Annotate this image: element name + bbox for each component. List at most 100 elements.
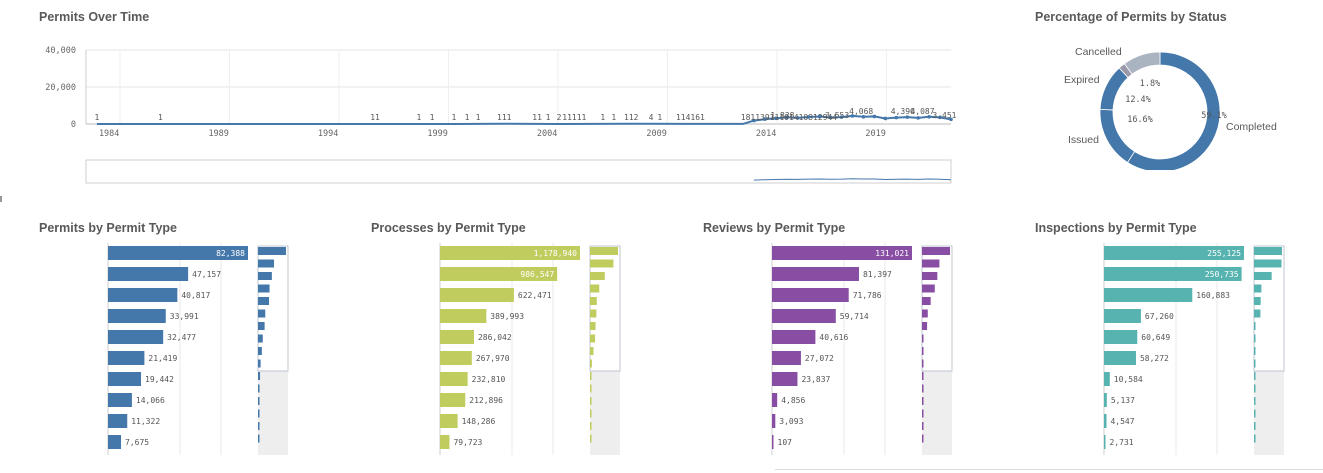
- mini-bar: [1254, 334, 1256, 343]
- bar-value-label: 81,397: [863, 270, 892, 279]
- mini-bar: [1254, 347, 1256, 355]
- mini-bar: [590, 422, 592, 430]
- reviews-by-type-title: Reviews by Permit Type: [703, 221, 846, 235]
- mini-bar: [1254, 434, 1256, 443]
- mini-bar: [1254, 309, 1261, 318]
- data-label: 1: [600, 113, 605, 122]
- data-label: 11111: [562, 113, 586, 122]
- mini-bar: [258, 409, 260, 418]
- bar-value-label: 32,477: [167, 333, 196, 342]
- data-point: [916, 116, 920, 120]
- mini-bar: [1254, 359, 1256, 368]
- data-label: 1: [476, 113, 481, 122]
- data-label: 4,390: [891, 107, 915, 116]
- cancelled-value-label: 1.8%: [1140, 79, 1160, 89]
- bar-value-label: 4,547: [1110, 417, 1134, 426]
- data-point: [938, 115, 942, 120]
- data-point: [861, 114, 866, 119]
- reviews-by-type-chart[interactable]: 131,021 81,397 71,786 59,714 40,616 27,072 23,…: [764, 240, 964, 455]
- mini-bar: [922, 247, 950, 255]
- permits-over-time-chart[interactable]: 40,000 20,000 0 1984 1989 1994 1999 2004 2009 201…: [0, 30, 1000, 190]
- permits-by-type-title: Permits by Permit Type: [39, 221, 178, 235]
- bar: [1104, 267, 1242, 281]
- data-label: 1: [416, 113, 421, 122]
- bar: [440, 351, 472, 365]
- bar-value-label: 107: [778, 438, 793, 447]
- mini-bar: [590, 372, 592, 380]
- bar: [772, 267, 859, 281]
- bar: [440, 393, 466, 407]
- mini-bar: [258, 297, 270, 305]
- bar: [772, 435, 774, 449]
- permits-by-type-chart[interactable]: 82,388 47,157 40,817 33,991 32,477 21,419 19,4…: [100, 240, 300, 455]
- data-label: 114161: [676, 113, 705, 122]
- bar: [440, 288, 514, 302]
- mini-bar: [922, 397, 924, 405]
- data-label: 1: [657, 113, 662, 122]
- range-selector: [85, 159, 952, 184]
- mini-bar: [258, 397, 260, 405]
- mini-bar: [590, 259, 614, 268]
- bar: [108, 288, 178, 302]
- mini-bar: [922, 384, 924, 393]
- mini-bar: [922, 434, 924, 443]
- mini-bar: [922, 334, 924, 343]
- data-label: 4,068: [849, 107, 873, 116]
- mini-bar: [590, 297, 597, 305]
- mini-bar: [1254, 272, 1272, 280]
- mini-bar: [590, 272, 605, 280]
- bar-value-label: 23,837: [801, 375, 830, 384]
- bar-value-label: 40,616: [819, 333, 848, 342]
- mini-bar: [258, 259, 275, 268]
- bar-value-label: 4,856: [781, 396, 805, 405]
- data-label: 2: [557, 113, 562, 122]
- data-label: 3,451: [932, 111, 956, 120]
- bar-value-label: 267,970: [476, 354, 510, 363]
- data-point: [839, 115, 844, 119]
- bar: [1104, 288, 1193, 302]
- processes-by-type-chart[interactable]: 1,178,940 986,547 622,471 389,993 286,042 267…: [432, 240, 632, 455]
- mini-bar: [258, 434, 260, 443]
- bar: [772, 330, 816, 344]
- bar: [108, 393, 132, 407]
- data-point: [927, 114, 931, 119]
- mini-bar: [1254, 409, 1256, 418]
- bar-value-label: 67,260: [1145, 312, 1174, 321]
- mini-bar: [1254, 422, 1256, 430]
- bar-value-label: 59,714: [840, 312, 869, 321]
- bar: [440, 372, 468, 386]
- mini-scroll-track: [922, 371, 952, 455]
- x-tick-label: 2004: [537, 129, 557, 139]
- mini-bar: [258, 384, 260, 393]
- data-point: [784, 115, 789, 120]
- bar: [1104, 435, 1106, 449]
- x-tick-label: 2019: [865, 129, 885, 139]
- data-label: 1: [546, 113, 551, 122]
- inspections-by-type-chart[interactable]: 255,125 250,735 160,883 67,260 60,649 58,272 1…: [1096, 240, 1296, 455]
- bar: [108, 372, 142, 386]
- mini-bar: [590, 347, 594, 355]
- mini-bar: [1254, 322, 1256, 330]
- mini-bar: [258, 247, 286, 255]
- mini-bar: [590, 247, 618, 255]
- mini-bar: [590, 397, 592, 405]
- status-donut-chart[interactable]: 59.1% 16.6% 12.4% 1.8% Completed Issued Expire…: [1040, 30, 1323, 170]
- mini-bar: [258, 272, 272, 280]
- mini-bar: [1254, 297, 1261, 305]
- mini-bar: [590, 384, 592, 393]
- bar-value-label: 7,675: [125, 438, 149, 447]
- bar: [1104, 330, 1138, 344]
- data-point: [872, 114, 877, 119]
- data-label: 1: [95, 113, 100, 122]
- bar: [108, 246, 248, 260]
- mini-bar: [258, 309, 266, 318]
- bar: [1104, 246, 1244, 260]
- bar: [108, 435, 122, 449]
- bar: [1104, 372, 1110, 386]
- mini-bar: [590, 284, 600, 293]
- bar: [440, 435, 450, 449]
- slice-other: [1123, 51, 1161, 75]
- bar-value-label: 3,093: [779, 417, 803, 426]
- mini-bar: [922, 359, 924, 368]
- data-label: 1,838: [770, 111, 794, 120]
